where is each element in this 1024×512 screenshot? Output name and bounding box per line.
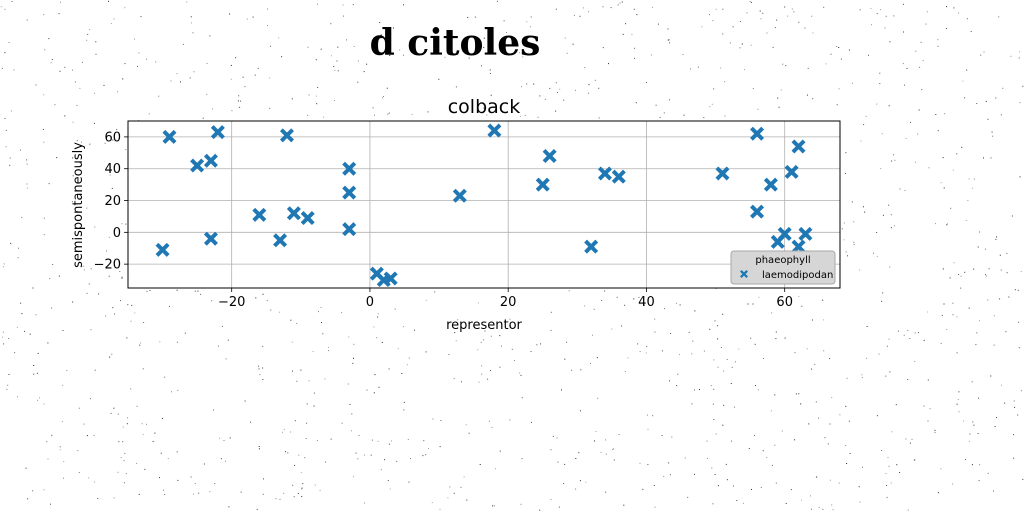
legend-title: phaeophyll [755, 255, 810, 266]
data-point [252, 207, 267, 222]
data-point [487, 123, 502, 138]
gridlines [128, 121, 840, 288]
axis-ticks: −20 0 20 40 60 −20 0 20 40 60 [94, 130, 793, 310]
y-tick-label: 40 [104, 162, 121, 177]
data-point [203, 231, 218, 246]
data-point [190, 158, 205, 173]
data-point [535, 177, 550, 192]
plot-frame [127, 120, 841, 289]
data-point [210, 125, 225, 140]
data-point [584, 239, 599, 254]
y-tick-label: 60 [104, 130, 121, 145]
data-point [791, 139, 806, 154]
data-points [155, 123, 813, 288]
legend-marker [740, 270, 748, 278]
legend: phaeophyll laemodipodan [730, 250, 836, 285]
data-point [155, 242, 170, 257]
data-point [342, 222, 357, 237]
x-tick-label: 40 [638, 295, 655, 310]
data-point [777, 226, 792, 241]
plot-area [128, 121, 840, 288]
x-tick-label: 0 [366, 295, 374, 310]
data-point [342, 161, 357, 176]
data-point [798, 226, 813, 241]
x-tick-label: 20 [500, 295, 517, 310]
data-point [763, 177, 778, 192]
y-tick-label: −20 [94, 258, 121, 273]
data-point [279, 128, 294, 143]
y-tick-label: 0 [113, 226, 121, 241]
x-axis-label: representor [446, 318, 522, 333]
x-tick-label: 60 [776, 295, 793, 310]
data-point [342, 185, 357, 200]
data-point [273, 233, 288, 248]
legend-box [730, 250, 836, 285]
data-point [162, 129, 177, 144]
data-point [784, 164, 799, 179]
y-axis-label: semispontaneously [71, 142, 86, 268]
legend-label: laemodipodan [762, 270, 833, 281]
y-tick-label: 20 [104, 194, 121, 209]
data-point [750, 126, 765, 141]
data-point [715, 166, 730, 181]
data-point [383, 271, 398, 286]
data-point [203, 153, 218, 168]
data-point [300, 211, 315, 226]
data-point [542, 148, 557, 163]
data-point [597, 166, 612, 181]
data-point [750, 204, 765, 219]
data-point [452, 188, 467, 203]
data-point [286, 206, 301, 221]
data-point [611, 169, 626, 184]
figure-title: d citoles [369, 22, 541, 64]
data-point [791, 239, 806, 254]
chart-title: colback [448, 96, 521, 118]
x-tick-label: −20 [218, 295, 245, 310]
